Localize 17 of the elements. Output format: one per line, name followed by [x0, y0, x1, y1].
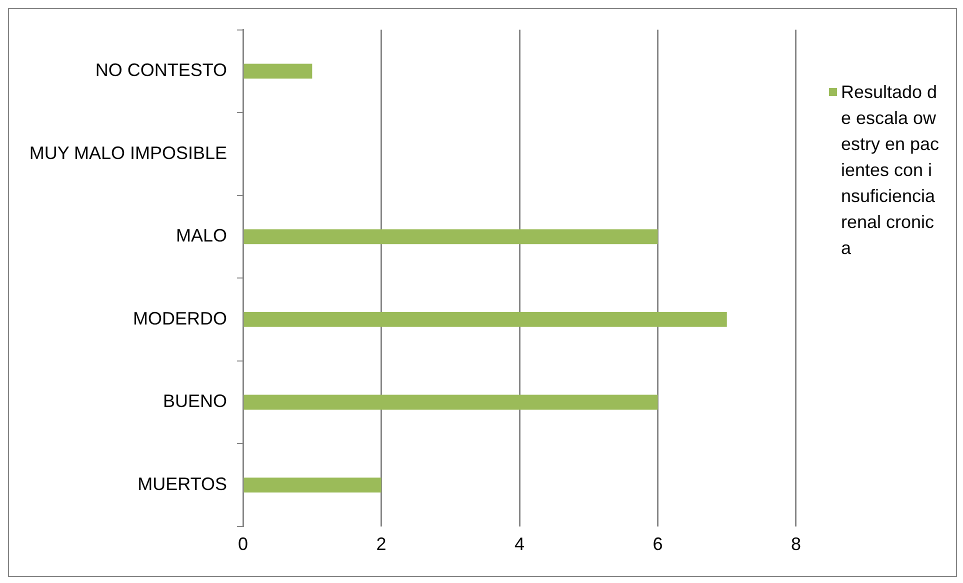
bar: [244, 478, 382, 492]
y-tick-label: MODERDO: [133, 308, 228, 328]
y-tick-label: BUENO: [163, 391, 228, 412]
x-tick-label: 4: [514, 534, 525, 554]
bar: [244, 394, 658, 410]
y-tick-label: NO CONTESTO: [95, 60, 228, 80]
y-tick-label: MALO: [176, 226, 228, 246]
y-tick-label: MUY MALO IMPOSIBLE: [29, 142, 228, 163]
y-tick-label: MUERTOS: [138, 474, 228, 494]
x-tick-label: 0: [238, 534, 248, 554]
x-tick-label: 6: [652, 534, 663, 554]
bar: [244, 229, 658, 244]
x-tick-label: 8: [790, 534, 801, 554]
x-tick-label: 2: [376, 534, 386, 554]
legend-label: Resultado de escala owestry en pacientes con insuficiencia renal cronica: [841, 81, 940, 260]
bar: [244, 312, 727, 327]
bar: [244, 64, 312, 79]
